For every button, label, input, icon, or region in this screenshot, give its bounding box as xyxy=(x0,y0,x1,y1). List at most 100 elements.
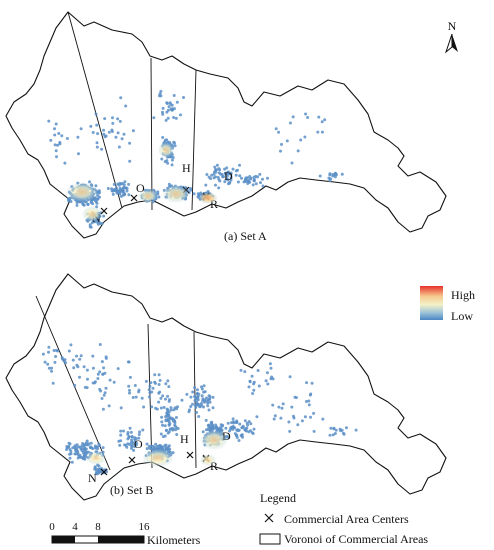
poi-point xyxy=(277,405,281,409)
poi-point xyxy=(127,182,131,186)
poi-point xyxy=(172,140,176,144)
poi-point xyxy=(128,426,132,430)
poi-point xyxy=(258,172,262,176)
poi-point xyxy=(158,444,162,447)
poi-point xyxy=(111,121,115,125)
poi-point xyxy=(79,354,83,358)
poi-point xyxy=(128,375,132,379)
poi-point xyxy=(148,384,152,388)
poi-point xyxy=(55,155,58,159)
poi-point xyxy=(261,177,264,181)
poi-point xyxy=(329,426,333,430)
poi-point xyxy=(94,445,98,449)
poi-point xyxy=(91,366,95,370)
poi-point xyxy=(95,141,99,145)
poi-point xyxy=(174,416,178,419)
poi-point xyxy=(111,192,115,196)
poi-point xyxy=(261,184,265,188)
poi-point xyxy=(340,428,344,432)
poi-point xyxy=(201,430,205,434)
poi-point xyxy=(97,464,101,468)
poi-point xyxy=(277,130,281,134)
poi-point xyxy=(212,172,216,176)
poi-point xyxy=(122,132,126,136)
poi-point xyxy=(173,406,177,410)
poi-point xyxy=(150,390,154,394)
poi-point xyxy=(165,159,169,163)
poi-point xyxy=(236,429,240,433)
poi-point xyxy=(57,132,61,135)
poi-point xyxy=(56,143,60,147)
poi-point xyxy=(197,403,201,407)
poi-point xyxy=(47,119,51,123)
poi-point xyxy=(162,405,166,409)
poi-point xyxy=(231,417,235,421)
poi-point xyxy=(268,362,272,366)
poi-point xyxy=(150,405,154,409)
poi-point xyxy=(103,135,107,139)
poi-point xyxy=(225,166,229,170)
poi-point xyxy=(160,445,164,449)
poi-point xyxy=(149,444,153,448)
poi-point xyxy=(222,175,225,179)
poi-point xyxy=(116,191,119,195)
poi-point xyxy=(200,387,204,391)
poi-point xyxy=(120,182,124,185)
poi-point xyxy=(202,384,206,388)
poi-point xyxy=(230,421,233,425)
poi-point xyxy=(82,455,86,459)
poi-point xyxy=(119,188,123,192)
poi-point xyxy=(205,396,208,400)
poi-point xyxy=(192,192,196,196)
poi-point xyxy=(280,142,283,146)
poi-point xyxy=(294,396,298,400)
poi-point xyxy=(142,405,146,409)
poi-point xyxy=(132,442,135,445)
poi-point xyxy=(96,132,100,136)
poi-point xyxy=(219,423,223,427)
density-colorbar: High Low xyxy=(420,286,475,323)
poi-point xyxy=(255,415,259,419)
poi-point xyxy=(161,394,165,398)
poi-point xyxy=(85,450,89,454)
scale-tick-4: 4 xyxy=(72,521,78,533)
poi-point xyxy=(333,173,337,177)
poi-point xyxy=(129,430,133,434)
poi-point xyxy=(249,177,252,181)
density-hotspots xyxy=(86,430,228,467)
poi-point xyxy=(248,380,252,384)
poi-point xyxy=(53,360,57,364)
poi-point xyxy=(237,439,241,442)
poi-point xyxy=(145,447,149,451)
poi-point xyxy=(85,368,89,372)
poi-point xyxy=(309,415,312,419)
poi-point xyxy=(247,385,251,389)
poi-point xyxy=(217,428,221,431)
poi-point xyxy=(208,395,212,399)
poi-point xyxy=(68,442,72,446)
poi-point xyxy=(288,121,292,125)
poi-point xyxy=(204,183,208,187)
poi-point xyxy=(83,453,87,456)
poi-point xyxy=(154,406,158,410)
poi-point xyxy=(306,116,310,119)
poi-point xyxy=(226,172,230,176)
poi-point xyxy=(78,357,82,361)
poi-point xyxy=(96,197,100,201)
poi-point xyxy=(328,433,332,437)
cross-icon xyxy=(264,513,274,523)
poi-point xyxy=(165,411,169,415)
poi-point xyxy=(154,442,158,446)
poi-point xyxy=(118,119,122,123)
poi-point xyxy=(83,385,87,389)
poi-point xyxy=(98,370,102,374)
poi-point xyxy=(196,388,199,392)
poi-point xyxy=(225,174,229,178)
poi-point xyxy=(252,178,256,181)
poi-point xyxy=(269,377,273,381)
poi-point xyxy=(50,369,53,373)
poi-point xyxy=(114,188,118,192)
poi-point xyxy=(234,421,238,424)
poi-point xyxy=(354,428,358,432)
poi-point xyxy=(43,360,47,364)
